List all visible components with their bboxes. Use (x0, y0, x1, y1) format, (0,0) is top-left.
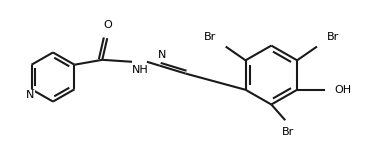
Text: N: N (26, 90, 35, 100)
Text: Br: Br (327, 32, 339, 42)
Text: O: O (104, 20, 113, 30)
Text: Br: Br (282, 127, 294, 137)
Text: N: N (158, 50, 166, 60)
Text: Br: Br (203, 32, 216, 42)
Text: NH: NH (132, 65, 148, 75)
Text: OH: OH (335, 85, 352, 95)
